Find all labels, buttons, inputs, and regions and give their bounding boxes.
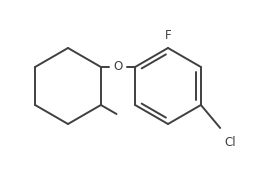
Text: O: O <box>113 61 123 74</box>
Text: Cl: Cl <box>224 136 236 149</box>
Text: F: F <box>165 29 171 42</box>
